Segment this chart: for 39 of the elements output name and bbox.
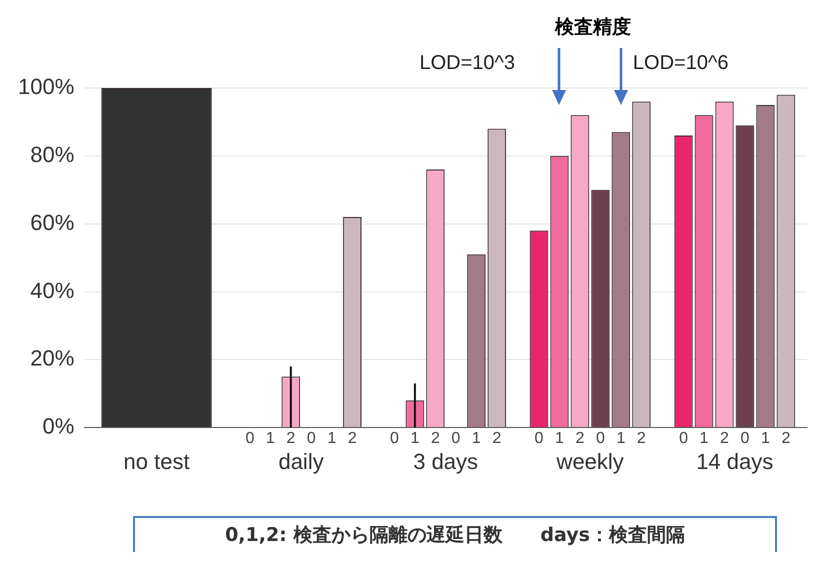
text: 0 [390,430,399,448]
y-tick-label: 0% [42,414,74,439]
text: 1 [700,430,708,448]
text: 1 [760,430,770,448]
text: LOD=10^6 [632,52,728,75]
chart-title: 検査精度 [554,15,632,40]
x-tick-label: no test [124,448,190,474]
text: 0,1,2: 検査から隔離の遅延日数 days：検査間隔 [133,516,777,552]
series-label: 2 [286,430,296,448]
x-tick-label: daily [278,448,324,474]
text: 1 [266,430,275,448]
x-tick-label: weekly [556,448,624,474]
y-tick-label: 80% [30,142,74,167]
text: 2 [636,430,646,448]
text: 1 [555,430,564,448]
x-tick-label: 14 days [696,448,774,474]
series-label: 0 [596,430,605,448]
y-tick-label: 100% [18,74,74,100]
text: 0 [740,430,750,448]
series-label: 1 [472,430,481,448]
text: 0 [451,430,460,448]
series-label: 1 [410,430,420,448]
text: 2 [781,430,790,448]
text: 2 [430,430,440,448]
y-tick-label: 40% [30,278,74,303]
text: 1 [327,430,336,448]
y-tick-label: 60% [30,210,74,235]
y-tick-label: 20% [30,346,74,371]
text: 2 [720,430,729,448]
x-tick-label: 3 days [413,448,478,474]
text: 2 [492,430,502,448]
text: 0 [306,430,316,448]
text: LOD=10^3 [419,52,516,75]
text: 1 [616,430,626,448]
text: 0 [245,430,254,448]
text: 0 [679,430,688,448]
series-label: 0 [534,430,544,448]
series-label: 2 [348,430,357,448]
text: 2 [575,430,584,448]
